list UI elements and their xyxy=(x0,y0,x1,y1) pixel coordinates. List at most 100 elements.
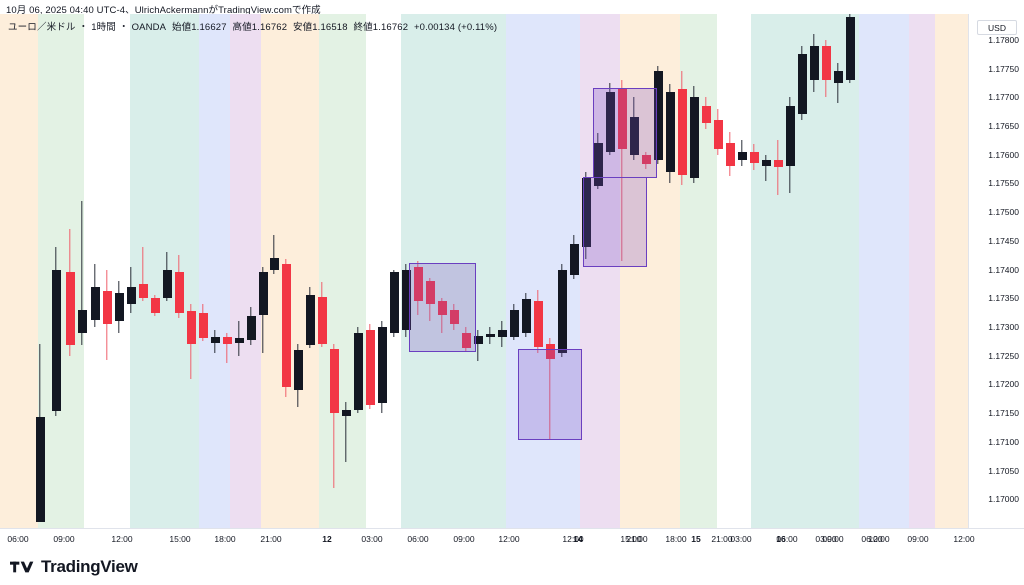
price-tick: 1.17100 xyxy=(988,436,1019,447)
currency-chip: USD xyxy=(977,20,1017,35)
time-tick: 09:00 xyxy=(453,534,475,544)
candlestick xyxy=(629,97,639,161)
candle-body xyxy=(593,143,603,187)
candlestick xyxy=(569,235,579,280)
time-tick: 09:00 xyxy=(53,534,75,544)
candlestick xyxy=(353,326,363,414)
candle-body xyxy=(449,309,459,325)
candle-body xyxy=(509,309,519,337)
candle-body xyxy=(138,283,148,299)
time-tick: 21:00 xyxy=(626,534,648,544)
candle-body xyxy=(737,151,747,161)
candlestick xyxy=(689,85,699,184)
candle-wick xyxy=(777,140,779,195)
candle-body xyxy=(174,272,184,313)
price-tick: 1.17350 xyxy=(988,293,1019,304)
candlestick xyxy=(437,298,447,333)
legend-sep-1: ・ xyxy=(78,22,89,33)
candle-body xyxy=(365,329,375,405)
candle-body xyxy=(665,91,675,172)
candle-body xyxy=(35,417,45,523)
candle-body xyxy=(437,301,447,316)
candlestick xyxy=(90,263,100,327)
price-tick: 1.17250 xyxy=(988,350,1019,361)
candle-body xyxy=(222,336,232,345)
candlestick xyxy=(102,269,112,360)
candle-wick xyxy=(226,332,228,363)
candlestick xyxy=(713,108,723,155)
candle-body xyxy=(210,336,220,344)
candlestick xyxy=(833,62,843,103)
time-axis[interactable]: 06:00 09:00 12:00 15:00 18:00 21:00 12 03:00 06:… xyxy=(0,528,1024,550)
price-axis[interactable]: USD 1.17800 1.17750 1.17700 1.17650 1.17600 1… xyxy=(968,14,1024,528)
price-tick: 1.17800 xyxy=(988,34,1019,45)
price-tick: 1.17750 xyxy=(988,63,1019,74)
candle-body xyxy=(258,272,268,316)
tradingview-wordmark: TradingView xyxy=(41,557,138,576)
candlestick xyxy=(797,45,807,121)
candle-wick xyxy=(441,298,443,333)
time-tick: 18:00 xyxy=(214,534,236,544)
time-tick: 06:00 xyxy=(407,534,429,544)
chart-canvas[interactable]: ユーロ／米ドル・ 1時間・ OANDA 始値1.16627 高値1.16762 安値… xyxy=(0,14,968,528)
candlestick xyxy=(377,321,387,414)
candle-wick xyxy=(273,235,275,274)
candlestick xyxy=(665,84,675,184)
candlestick xyxy=(317,282,327,348)
candle-body xyxy=(341,410,351,416)
candle-body xyxy=(485,333,495,337)
candlestick xyxy=(413,260,423,316)
candlestick xyxy=(497,321,507,348)
time-tick: 03:00 xyxy=(730,534,752,544)
candle-body xyxy=(605,91,615,152)
legend-close: 終値1.16762 xyxy=(353,22,409,33)
chart-legend: ユーロ／米ドル・ 1時間・ OANDA 始値1.16627 高値1.16762 安値… xyxy=(8,19,500,33)
candlestick xyxy=(485,326,495,345)
rect-left[interactable] xyxy=(409,263,476,352)
candle-body xyxy=(629,117,639,155)
candlestick xyxy=(341,401,351,462)
candle-body xyxy=(845,16,855,81)
candlestick xyxy=(725,131,735,176)
candle-body xyxy=(90,286,100,320)
candlestick xyxy=(281,259,291,398)
candle-body xyxy=(785,105,795,167)
rect-middle[interactable] xyxy=(583,177,647,267)
time-tick: 12 xyxy=(322,534,332,544)
candle-wick xyxy=(345,401,347,462)
candlestick xyxy=(210,329,220,353)
tradingview-logo: TradingView xyxy=(10,557,138,577)
legend-interval[interactable]: 1時間 xyxy=(91,22,116,33)
time-tick: 03:00 xyxy=(361,534,383,544)
session-band xyxy=(230,14,261,528)
candle-wick xyxy=(142,246,144,302)
candle-body xyxy=(293,349,303,391)
candlestick xyxy=(425,278,435,322)
candle-body xyxy=(246,315,256,340)
candle-body xyxy=(569,243,579,276)
candle-body xyxy=(653,71,663,161)
rect-top[interactable] xyxy=(593,88,657,178)
session-band xyxy=(909,14,935,528)
candle-body xyxy=(521,299,531,333)
candlestick xyxy=(617,80,627,261)
rect-bottom[interactable] xyxy=(518,349,582,440)
time-tick: 09:00 xyxy=(907,534,929,544)
candle-wick xyxy=(837,62,839,103)
session-band xyxy=(935,14,968,528)
candle-body xyxy=(725,143,735,167)
legend-symbol[interactable]: ユーロ／米ドル xyxy=(8,22,76,33)
candlestick xyxy=(461,326,471,352)
price-tick: 1.17400 xyxy=(988,264,1019,275)
legend-exchange: OANDA xyxy=(131,22,167,33)
legend-change: +0.00134 (+0.11%) xyxy=(413,22,498,33)
candle-wick xyxy=(549,338,551,439)
session-band xyxy=(0,14,38,528)
candlestick xyxy=(545,338,555,439)
candlestick xyxy=(174,255,184,319)
candle-body xyxy=(749,151,759,164)
candlestick xyxy=(845,14,855,83)
session-band xyxy=(199,14,230,528)
candlestick xyxy=(509,304,519,340)
time-tick: 21:00 xyxy=(260,534,282,544)
